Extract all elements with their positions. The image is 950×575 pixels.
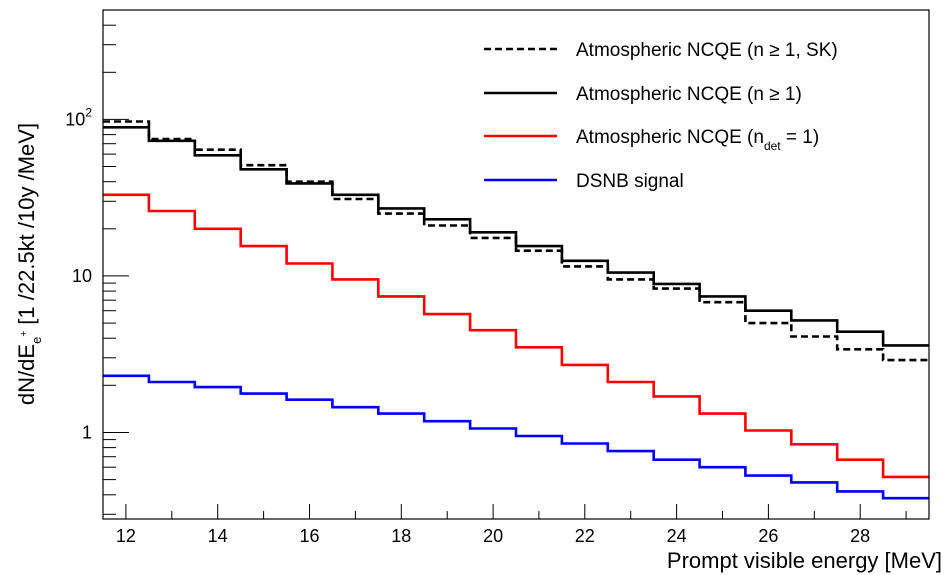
series-n1-line [103,126,929,347]
y-axis-label-sub: e [29,337,44,344]
x-tick-label: 20 [483,526,503,546]
y-tick-label: 102 [65,105,92,129]
y-axis-label-rest: [1 /22.5kt /10y /MeV] [14,123,39,331]
legend-label-dsnb: DSNB signal [576,171,684,192]
x-tick-label: 28 [850,526,870,546]
x-tick-label: 22 [575,526,595,546]
x-axis-label: Prompt visible energy [MeV] [667,548,942,573]
series-ndet-line [103,193,929,479]
y-axis-label-main: dN/dE [14,344,39,405]
x-tick-label: 12 [116,526,136,546]
y-axis-label-sup: + [19,331,30,337]
legend-label-n1: Atmospheric NCQE (n ≥ 1) [576,84,802,105]
x-tick-label: 18 [391,526,411,546]
legend-label-sk: Atmospheric NCQE (n ≥ 1, SK) [576,40,838,61]
y-tick-label: 1 [82,423,92,443]
y-axis-label: dN/dEe+ [1 /22.5kt /10y /MeV] [14,123,44,405]
tick-layer: 12 14 16 18 20 22 24 26 28 1 10 102 [65,9,907,546]
x-tick-label: 24 [667,526,687,546]
y-tick-label: 10 [72,266,92,286]
series-dsnb-line [103,374,929,500]
plot-frame [102,9,930,520]
series-layer [103,120,929,500]
x-tick-label: 26 [758,526,778,546]
x-tick-label: 14 [208,526,228,546]
x-tick-label: 16 [299,526,319,546]
legend-label-ndet: Atmospheric NCQE (ndet = 1) [576,127,819,153]
legend: Atmospheric NCQE (n ≥ 1, SK) Atmospheric … [484,40,838,192]
